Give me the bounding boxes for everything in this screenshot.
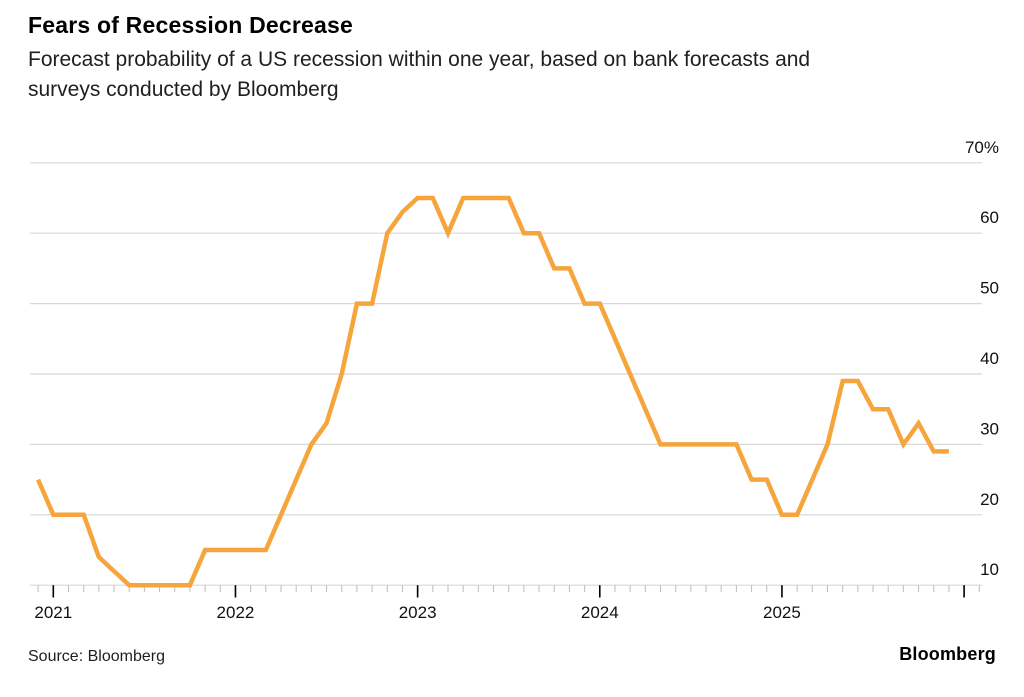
y-axis-labels: 10 20 30 40 50 60 70% [965,138,999,579]
x-tick-label-2021: 2021 [34,603,72,622]
x-axis-ticks [37,585,980,598]
y-tick-label-70: 70% [965,138,999,157]
chart-subtitle-line1: Forecast probability of a US recession w… [28,48,811,71]
bloomberg-logo: Bloomberg [899,644,996,664]
x-tick-label-2024: 2024 [581,603,619,622]
x-tick-label-2023: 2023 [399,603,437,622]
chart-header: Fears of Recession Decrease Forecast pro… [28,12,996,105]
y-tick-label-10: 10 [980,560,999,579]
chart-subtitle: Forecast probability of a US recession w… [28,45,996,105]
y-tick-label-60: 60 [980,208,999,227]
y-tick-label-30: 30 [980,419,999,438]
y-gridlines [30,162,982,586]
y-tick-label-50: 50 [980,279,999,298]
x-axis-year-labels: 2021 2022 2023 2024 2025 [34,603,800,622]
recession-probability-line [36,195,949,588]
x-tick-label-2025: 2025 [763,603,801,622]
source-note: Source: Bloomberg [28,648,165,665]
y-tick-label-40: 40 [980,349,999,368]
y-tick-label-20: 20 [980,490,999,509]
chart-subtitle-line2: surveys conducted by Bloomberg [28,78,339,101]
chart-title: Fears of Recession Decrease [28,12,354,38]
x-tick-label-2022: 2022 [217,603,255,622]
